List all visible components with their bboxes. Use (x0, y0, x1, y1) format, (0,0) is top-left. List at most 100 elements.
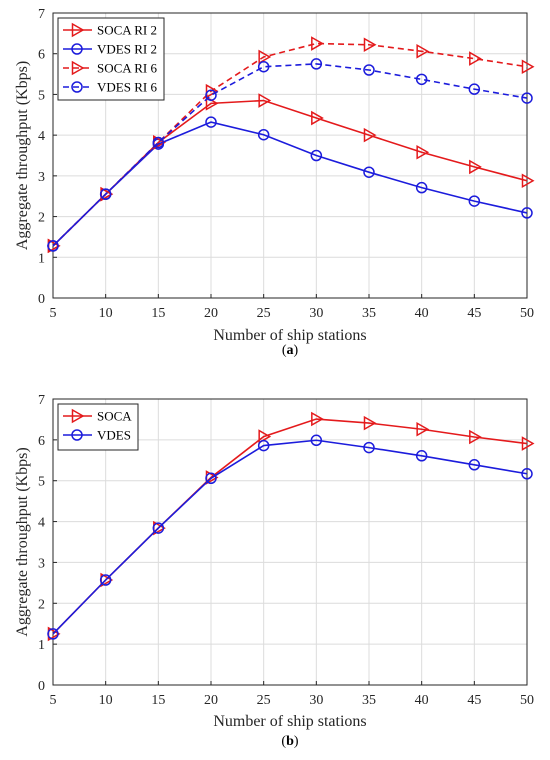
legend-label: VDES RI 2 (97, 42, 157, 57)
data-point (363, 166, 375, 178)
x-tick-label: 30 (309, 693, 323, 708)
y-tick-label: 7 (38, 393, 45, 408)
y-axis-label: Aggregate throughput (Kbps) (14, 61, 31, 250)
data-point (468, 459, 481, 471)
data-point (521, 436, 535, 451)
y-tick-label: 4 (38, 516, 45, 531)
data-point (363, 127, 377, 143)
y-tick-label: 7 (38, 7, 45, 22)
x-tick-label: 25 (257, 693, 271, 708)
data-point (152, 522, 165, 534)
x-tick-label: 20 (204, 693, 218, 708)
series-vdes (47, 434, 533, 640)
data-point (521, 468, 533, 480)
legend-marker (71, 43, 83, 55)
legend-marker (71, 60, 85, 76)
panel-caption: (a) (282, 343, 299, 358)
legend-label: SOCA RI 6 (97, 61, 157, 76)
x-axis-label: Number of ship stations (213, 713, 366, 730)
data-point (257, 128, 270, 141)
legend-marker (71, 81, 83, 93)
data-point (521, 173, 535, 189)
legend-label: SOCA RI 2 (97, 23, 157, 38)
legend-label: VDES (97, 428, 131, 443)
data-point (363, 64, 375, 76)
y-tick-label: 6 (38, 48, 45, 63)
data-point (205, 89, 217, 101)
y-tick-label: 2 (38, 211, 45, 226)
legend-box (57, 403, 139, 451)
data-point (521, 92, 533, 104)
data-point (521, 207, 533, 219)
y-tick-label: 3 (38, 556, 45, 571)
x-tick-label: 10 (99, 693, 113, 708)
data-point (521, 59, 535, 75)
legend-label: VDES RI 6 (97, 80, 157, 95)
data-point (469, 51, 482, 66)
legend: SOCA VDES (57, 403, 139, 451)
x-tick-label: 5 (50, 693, 57, 708)
data-point (258, 49, 272, 65)
data-point (47, 628, 59, 640)
legend: SOCA RI 2 VDES RI 2 SOCA RI 6 VDES RI 6 (57, 17, 165, 101)
x-tick-label: 5 (50, 306, 57, 321)
data-point (205, 116, 217, 128)
data-point (311, 411, 324, 427)
x-tick-label: 50 (520, 306, 534, 321)
y-tick-label: 0 (38, 679, 45, 694)
data-point (415, 181, 428, 194)
panel-caption: (b) (281, 734, 298, 749)
legend-marker (71, 22, 85, 38)
x-tick-label: 35 (362, 306, 376, 321)
data-point (258, 429, 272, 444)
x-tick-label: 10 (99, 306, 113, 321)
data-point (205, 83, 219, 99)
data-point (205, 472, 217, 485)
x-tick-label: 40 (415, 306, 429, 321)
x-tick-label: 40 (415, 693, 429, 708)
series-line (52, 439, 528, 635)
data-point (363, 441, 375, 454)
data-point (99, 188, 112, 200)
data-point (416, 43, 430, 59)
data-point (415, 73, 428, 86)
x-tick-label: 15 (151, 306, 165, 321)
data-point (310, 58, 323, 70)
x-tick-label: 25 (257, 306, 271, 321)
series-vdes-ri-6 (47, 58, 533, 252)
y-tick-label: 6 (38, 434, 45, 449)
y-tick-label: 3 (38, 170, 45, 185)
data-point (363, 37, 377, 53)
data-point (257, 60, 270, 73)
x-tick-label: 15 (151, 693, 165, 708)
y-tick-label: 1 (38, 638, 45, 653)
data-point (469, 429, 482, 445)
legend-marker (71, 429, 83, 441)
data-point (416, 144, 430, 160)
x-tick-label: 50 (520, 693, 534, 708)
data-point (257, 439, 270, 452)
y-tick-label: 4 (38, 129, 45, 144)
data-point (415, 450, 428, 462)
data-point (468, 83, 481, 95)
y-axis-label: Aggregate throughput (Kbps) (14, 447, 31, 636)
data-point (310, 434, 323, 447)
x-tick-label: 45 (467, 693, 481, 708)
legend-label: SOCA (97, 409, 132, 424)
x-axis-label: Number of ship stations (213, 327, 366, 344)
data-point (152, 136, 165, 149)
series-line (52, 63, 528, 247)
data-point (363, 415, 377, 431)
y-tick-label: 5 (38, 88, 45, 103)
x-tick-label: 30 (309, 306, 323, 321)
x-tick-label: 45 (467, 306, 481, 321)
data-point (47, 240, 59, 252)
x-tick-label: 20 (204, 306, 218, 321)
data-point (416, 421, 430, 437)
y-tick-label: 0 (38, 292, 45, 307)
data-point (310, 149, 323, 162)
axes-frame (52, 12, 528, 299)
